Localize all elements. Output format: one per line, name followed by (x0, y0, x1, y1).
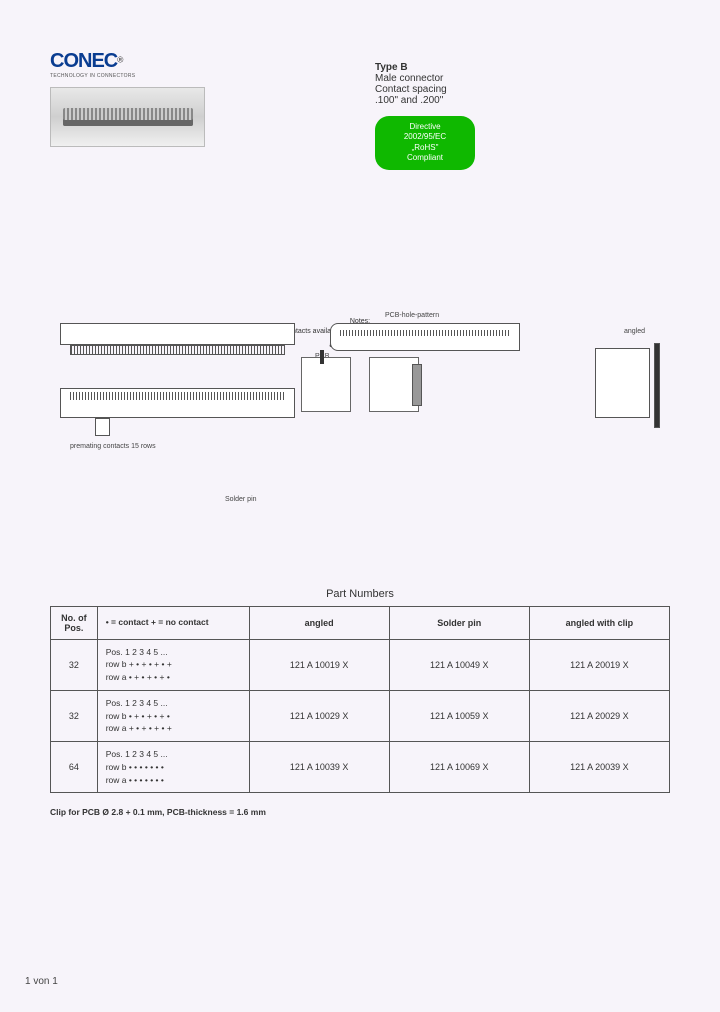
page-number: 1 von 1 (25, 976, 58, 987)
th-angled-clip: angled with clip (529, 606, 669, 639)
logo-reg: ® (117, 55, 123, 65)
leading-label: premating contacts 15 rows (70, 443, 156, 450)
part-numbers-title: Part Numbers (50, 588, 670, 600)
pcb-hole-label: PCB-hole-pattern (385, 312, 439, 319)
info-line3: .100" and .200" (375, 95, 475, 106)
rohs-line3: Compliant (389, 153, 461, 163)
cell-legend: Pos. 1 2 3 4 5 ... row b + • + • + • + r… (97, 639, 249, 690)
type-title: Type B (375, 62, 475, 73)
product-photo (50, 87, 205, 147)
termination-drawings: PCB (50, 357, 670, 437)
cell-pn: 121 A 10029 X (249, 690, 389, 741)
logo-name: CONEC (50, 50, 117, 72)
table-row: 32 Pos. 1 2 3 4 5 ... row b + • + • + • … (51, 639, 670, 690)
cell-pn: 121 A 20029 X (529, 690, 669, 741)
th-solder: Solder pin (389, 606, 529, 639)
cell-pos: 64 (51, 742, 98, 793)
part-numbers-table: No. of Pos. • = contact + = no contact a… (50, 606, 670, 794)
cell-pn: 121 A 10059 X (389, 690, 529, 741)
cell-pn: 121 A 10039 X (249, 742, 389, 793)
th-pos: No. of Pos. (51, 606, 98, 639)
cell-pn: 121 A 10019 X (249, 639, 389, 690)
table-row: 64 Pos. 1 2 3 4 5 ... row b • • • • • • … (51, 742, 670, 793)
info-line1: Male connector (375, 73, 475, 84)
cell-pos: 32 (51, 639, 98, 690)
technical-drawings: PCB-hole-pattern angled premating contac… (50, 318, 670, 578)
angled-label: angled (624, 328, 645, 335)
cell-legend: Pos. 1 2 3 4 5 ... row b • + • + • + • r… (97, 690, 249, 741)
solder-pin-label: Solder pin (225, 496, 257, 503)
cell-pos: 32 (51, 690, 98, 741)
th-angled: angled (249, 606, 389, 639)
info-line2: Contact spacing (375, 84, 475, 95)
logo-tagline: TECHNOLOGY IN CONNECTORS (50, 73, 300, 79)
rohs-badge: Directive 2002/95/EC „RoHS" Compliant (375, 116, 475, 170)
cell-pn: 121 A 10049 X (389, 639, 529, 690)
cell-pn: 121 A 20039 X (529, 742, 669, 793)
cell-pn: 121 A 10069 X (389, 742, 529, 793)
cell-legend: Pos. 1 2 3 4 5 ... row b • • • • • • • r… (97, 742, 249, 793)
rohs-line2: „RoHS" (389, 143, 461, 153)
th-legend: • = contact + = no contact (97, 606, 249, 639)
cell-pn: 121 A 20019 X (529, 639, 669, 690)
table-row: 32 Pos. 1 2 3 4 5 ... row b • + • + • + … (51, 690, 670, 741)
footnote: Clip for PCB Ø 2.8 + 0.1 mm, PCB-thickne… (50, 807, 670, 817)
rohs-line1: Directive 2002/95/EC (389, 122, 461, 143)
